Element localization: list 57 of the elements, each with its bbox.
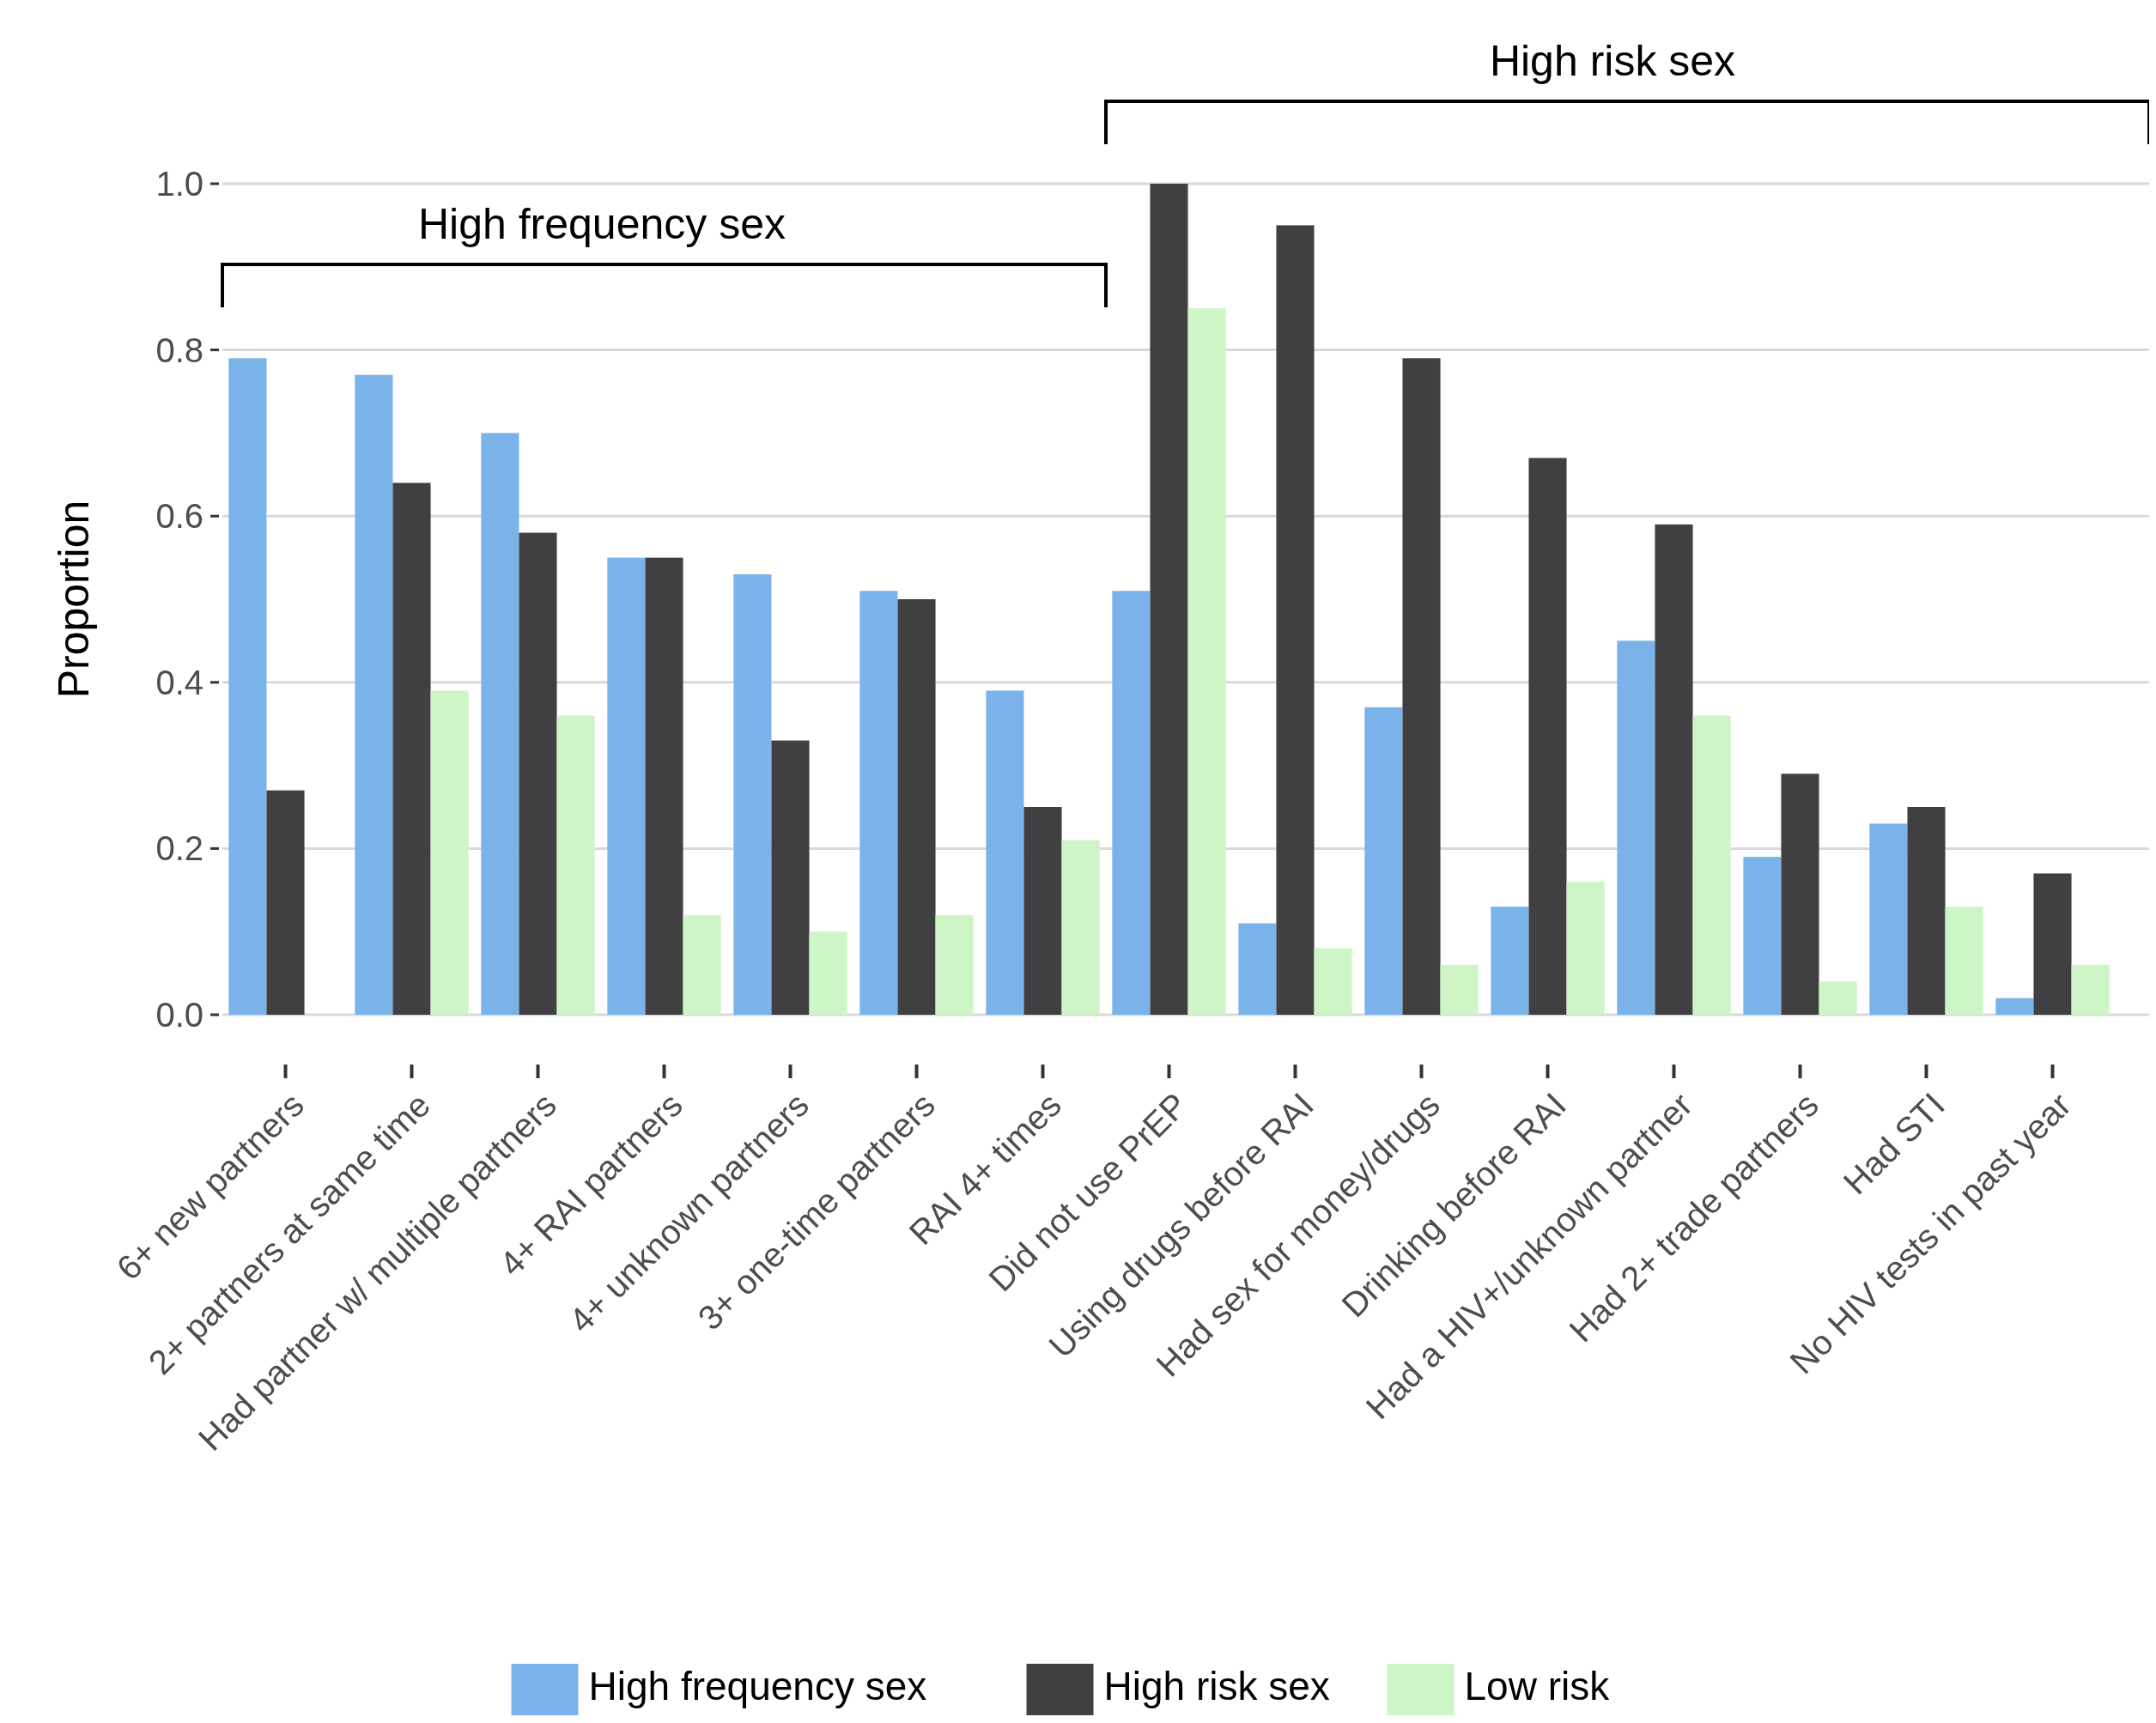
bar: [1692, 715, 1731, 1015]
bar: [683, 914, 721, 1015]
bar: [1655, 524, 1693, 1015]
y-axis-title: Proportion: [50, 500, 98, 699]
bar: [935, 914, 974, 1015]
bar: [481, 433, 519, 1015]
legend-label: High risk sex: [1103, 1664, 1330, 1708]
bar: [392, 482, 431, 1015]
bar: [1440, 964, 1479, 1015]
text: High risk sex: [1489, 37, 1736, 85]
bar: [1112, 591, 1151, 1015]
bar: [645, 557, 683, 1015]
bar: [1995, 998, 2034, 1015]
legend-label: Low risk: [1464, 1664, 1611, 1708]
bar: [228, 358, 267, 1015]
bar: [1907, 807, 1946, 1015]
legend-label: High frequency sex: [588, 1664, 927, 1708]
bar: [1743, 857, 1782, 1015]
bar: [1819, 981, 1857, 1015]
annotation: High frequency sex: [417, 200, 786, 248]
bar: [1781, 774, 1819, 1015]
y-tick-label: 0.8: [155, 331, 203, 369]
bar: [1314, 948, 1352, 1015]
bar: [266, 790, 305, 1015]
bar: [607, 557, 646, 1015]
bar: [519, 532, 557, 1015]
bar: [430, 690, 469, 1015]
bar: [897, 599, 936, 1015]
bar: [1238, 923, 1277, 1015]
y-tick-label: 0.0: [155, 996, 203, 1034]
bar: [1402, 358, 1441, 1015]
bar: [2033, 873, 2072, 1015]
bar: [859, 591, 898, 1015]
bar: [1869, 823, 1908, 1015]
y-tick-label: 1.0: [155, 165, 203, 203]
x-tick-label: Had STI: [1836, 1085, 1953, 1202]
bar: [2071, 964, 2110, 1015]
bar: [733, 573, 772, 1015]
y-tick-label: 0.2: [155, 829, 203, 868]
bar: [986, 690, 1024, 1015]
bar: [1566, 882, 1605, 1015]
bar: [1364, 707, 1403, 1015]
bar: [1528, 458, 1567, 1015]
bar: [1945, 907, 1983, 1015]
bar: [1150, 184, 1188, 1015]
bar: [556, 715, 595, 1015]
bar: [1023, 807, 1062, 1015]
bar: [1187, 308, 1226, 1015]
bar: [355, 374, 393, 1015]
y-tick-label: 0.6: [155, 497, 203, 536]
y-tick-label: 0.4: [155, 663, 203, 701]
bar: [809, 931, 847, 1015]
bar: [1617, 640, 1655, 1015]
bar: [771, 740, 810, 1015]
bar: [1061, 840, 1100, 1015]
bar: [1276, 225, 1315, 1015]
bar: [1491, 907, 1529, 1015]
